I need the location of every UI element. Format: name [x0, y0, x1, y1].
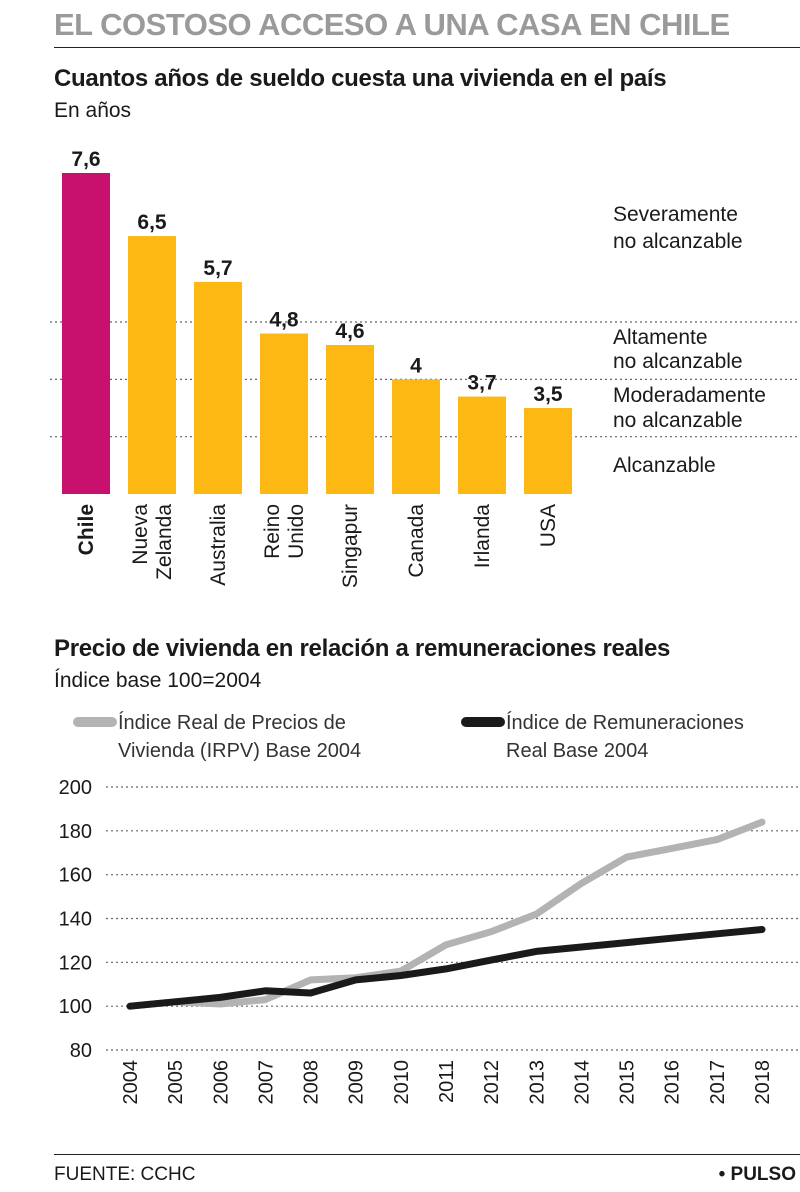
category-label: Canada — [405, 504, 428, 578]
line-chart-unit: Índice base 100=2004 — [54, 669, 262, 692]
main-title: EL COSTOSO ACCESO A UNA CASA EN CHILE — [54, 7, 730, 42]
x-tick-label: 2012 — [481, 1060, 503, 1105]
bar — [392, 379, 440, 494]
bar-value-label: 7,6 — [71, 148, 100, 171]
bar — [326, 344, 374, 494]
category-label: ReinoUnido — [261, 504, 308, 559]
bar — [524, 408, 572, 494]
x-tick-label: 2007 — [255, 1060, 277, 1105]
x-tick-label: 2016 — [662, 1060, 684, 1105]
x-tick-label: 2017 — [707, 1060, 729, 1105]
category-label: Irlanda — [471, 504, 494, 569]
bar-value-label: 4,8 — [269, 309, 299, 332]
brand-logo: • PULSO — [718, 1164, 796, 1185]
bar — [62, 173, 110, 494]
irpv-line — [126, 818, 766, 1010]
x-tick-label: 2009 — [346, 1060, 368, 1105]
category-label: Chile — [75, 504, 98, 555]
x-tick-label: 2005 — [165, 1060, 187, 1105]
category-label: Australia — [207, 504, 230, 586]
x-tick-label: 2010 — [391, 1060, 413, 1105]
category-label: Singapur — [339, 504, 362, 588]
zone-label: Altamente no alcanzable — [613, 326, 743, 373]
bar-chart-unit: En años — [54, 99, 132, 122]
y-tick-label: 100 — [59, 996, 92, 1018]
x-tick-label: 2013 — [526, 1060, 548, 1105]
category-label: USA — [537, 504, 560, 547]
bar-chart-title: Cuantos años de sueldo cuesta una vivien… — [54, 65, 667, 92]
zone-label: Alcanzable — [613, 454, 716, 477]
bar-chart: 7,6 Chile 6,5 NuevaZelanda 5,7 Australia 4,8 Re… — [50, 148, 800, 588]
bar-value-label: 3,7 — [467, 372, 496, 395]
y-tick-label: 180 — [59, 821, 92, 843]
zone-label: Moderadamente no alcanzable — [613, 384, 766, 432]
legend-label: Índice Real de Precios de Vivienda (IRPV)… — [118, 711, 361, 762]
x-tick-label: 2004 — [120, 1060, 142, 1105]
x-tick-label: 2006 — [210, 1060, 232, 1105]
y-tick-label: 200 — [59, 777, 92, 799]
bar-value-label: 4,6 — [335, 320, 364, 343]
header-rule — [54, 47, 800, 48]
bar-value-label: 5,7 — [203, 257, 232, 280]
y-tick-label: 140 — [59, 909, 92, 931]
bar — [458, 396, 506, 494]
x-tick-label: 2011 — [436, 1060, 458, 1103]
x-tick-label: 2014 — [571, 1060, 593, 1105]
bar — [260, 333, 308, 494]
x-tick-label: 2008 — [301, 1060, 323, 1105]
bar-value-label: 6,5 — [137, 211, 167, 234]
y-tick-label: 120 — [59, 952, 92, 974]
bar-value-label: 3,5 — [533, 383, 563, 406]
x-tick-label: 2015 — [617, 1060, 639, 1105]
footer-rule — [54, 1154, 800, 1155]
line-chart-title: Precio de vivienda en relación a remuner… — [54, 635, 671, 662]
category-label: NuevaZelanda — [129, 504, 176, 580]
y-tick-label: 80 — [70, 1040, 92, 1062]
bar — [128, 236, 176, 494]
legend-label: Índice de Remuneraciones Real Base 2004 — [506, 711, 744, 762]
source-note: FUENTE: CCHC — [54, 1164, 196, 1185]
line-chart: Índice Real de Precios de Vivienda (IRPV)… — [59, 711, 800, 1105]
remuneraciones-line — [126, 926, 766, 1010]
y-tick-label: 160 — [59, 865, 92, 887]
x-tick-label: 2018 — [752, 1060, 774, 1105]
bar-value-label: 4 — [410, 354, 422, 377]
bar — [194, 281, 242, 494]
zone-label: Severamente no alcanzable — [613, 203, 743, 253]
